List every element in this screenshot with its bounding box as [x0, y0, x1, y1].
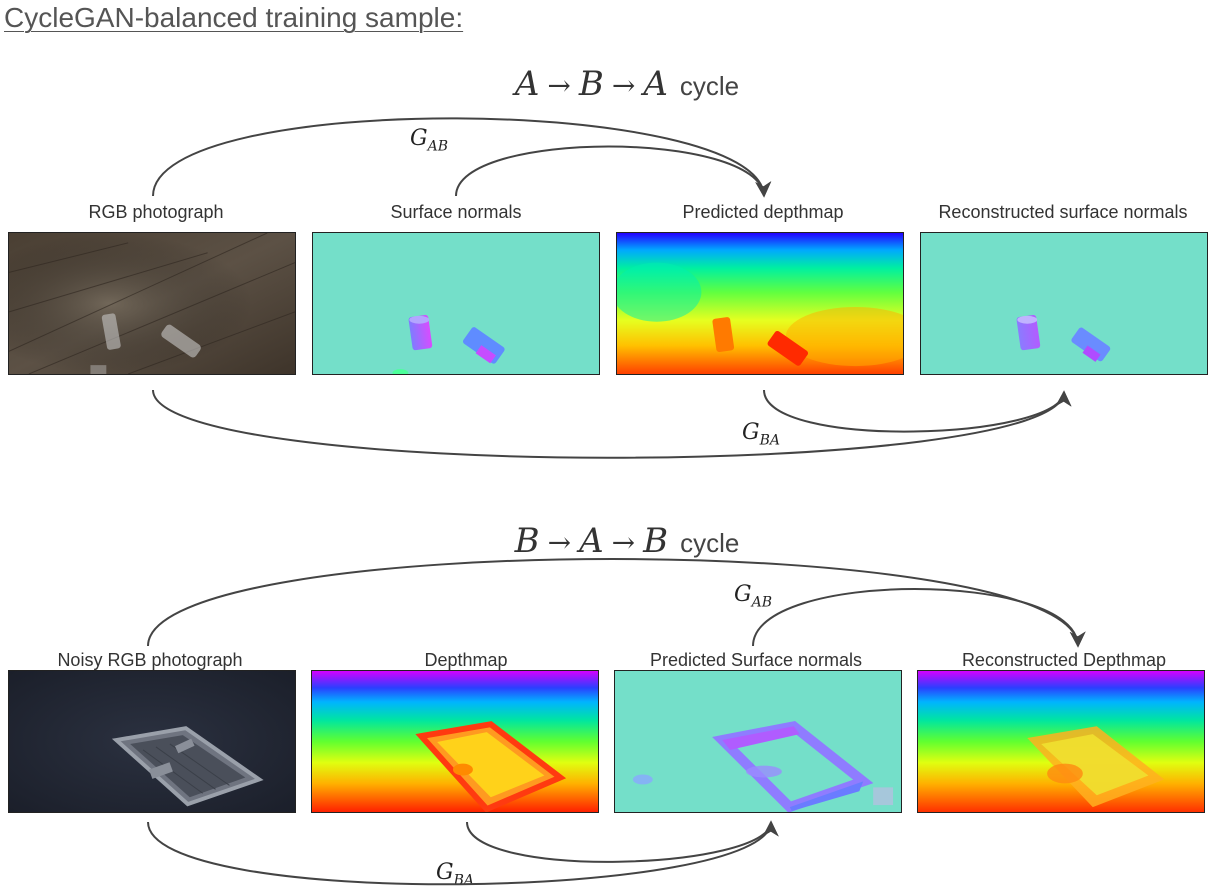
cycle-2-word: cycle: [680, 528, 740, 558]
arrow-depth-to-reconstructed: [763, 389, 1072, 433]
gen-ba-label-2: GBA: [436, 860, 474, 888]
surface-normals-image: [313, 233, 599, 374]
gen-ba-sub-2: BA: [453, 872, 474, 889]
cycle-2-arrow-1: →: [547, 526, 572, 559]
cycle-1-arrow-2: →: [611, 69, 636, 102]
cycle-2-math-c: B: [643, 521, 669, 561]
gen-ba-sub-1: BA: [759, 432, 780, 449]
gen-ab-label-2: GAB: [734, 582, 772, 610]
cycle-1-math-b: B: [578, 64, 604, 104]
gen-ab-main-1: G: [410, 126, 428, 151]
cycle-1-math-a: A: [514, 64, 540, 104]
gen-ba-label-1: GBA: [742, 420, 780, 448]
label-predicted-depthmap: Predicted depthmap: [682, 202, 844, 222]
panel-predicted-surface-normals: [614, 670, 902, 813]
cycle-2-math-a: B: [514, 521, 540, 561]
gen-ab-main-2: G: [734, 582, 752, 607]
label-reconstructed-depthmap: Reconstructed Depthmap: [961, 650, 1167, 670]
depthmap-image: [312, 671, 598, 812]
panel-reconstructed-depthmap: [917, 670, 1205, 813]
wood-floor-photo: [9, 233, 295, 374]
noisy-rgb-photo: [9, 671, 295, 812]
panel-noisy-rgb: [8, 670, 296, 813]
arrow-noisy-to-reconstructed: [147, 558, 1086, 648]
cycle-1-arrow-1: →: [547, 69, 571, 102]
arrow-normals-to-depth: [455, 145, 772, 198]
gen-ab-label-1: GAB: [410, 126, 448, 154]
panel-reconstructed-normals: [920, 232, 1208, 375]
label-predicted-surface-normals: Predicted Surface normals: [649, 650, 863, 670]
arrow-rgb-to-depth: [152, 117, 772, 198]
reconstructed-depthmap-image: [918, 671, 1204, 812]
figure-heading: CycleGAN-balanced training sample:: [4, 2, 464, 33]
gen-ba-main-1: G: [742, 420, 760, 445]
gen-ab-sub-2: AB: [751, 594, 772, 611]
arrow-rgb-to-reconstructed: [152, 389, 1072, 459]
label-reconstructed-normals: Reconstructed surface normals: [938, 202, 1188, 222]
reconstructed-normals-image: [921, 233, 1207, 374]
predicted-depthmap-image: [617, 233, 903, 374]
panel-rgb-photograph: [8, 232, 296, 375]
cycle-1-math-c: A: [643, 64, 668, 104]
label-depthmap: Depthmap: [424, 650, 508, 670]
cycle-1-word: cycle: [679, 71, 740, 101]
panel-surface-normals: [312, 232, 600, 375]
label-rgb-photograph: RGB photograph: [88, 202, 224, 222]
panel-depthmap: [311, 670, 599, 813]
cycle-2-arrow-2: →: [611, 526, 636, 559]
arrow-predicted-to-reconstructed: [752, 588, 1086, 648]
gen-ab-sub-1: AB: [427, 138, 448, 155]
panel-predicted-depthmap: [616, 232, 904, 375]
label-surface-normals: Surface normals: [390, 202, 522, 222]
predicted-surface-normals-image: [615, 671, 901, 812]
arrow-depthmap-to-predicted: [466, 820, 779, 863]
label-noisy-rgb: Noisy RGB photograph: [57, 650, 243, 670]
cycle-2-math-b: A: [579, 521, 604, 561]
gen-ba-main-2: G: [436, 860, 454, 885]
